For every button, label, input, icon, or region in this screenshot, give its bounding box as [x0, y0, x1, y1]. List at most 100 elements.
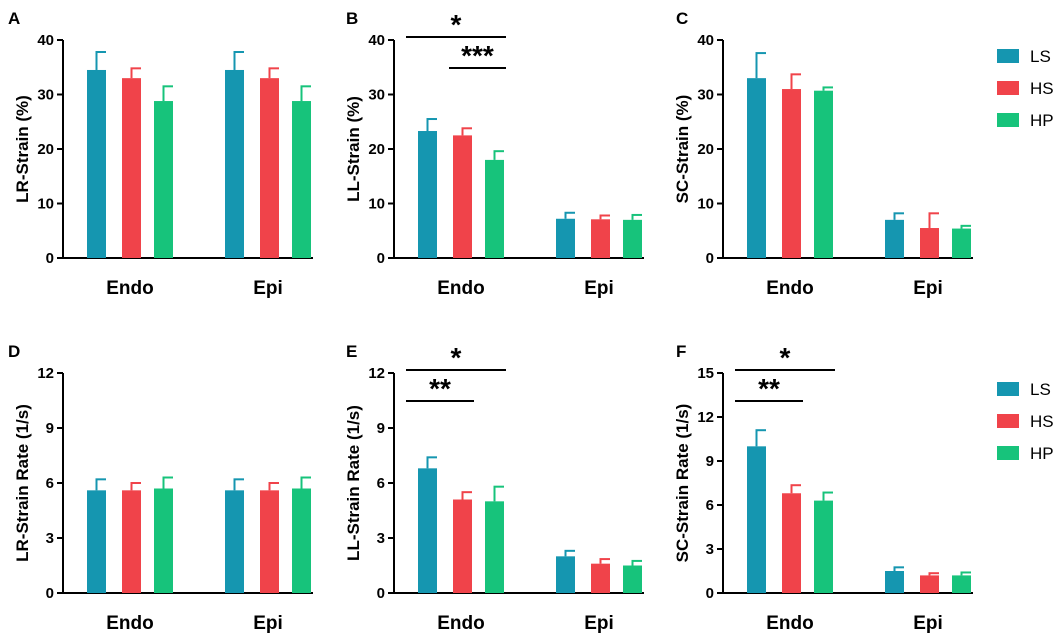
bar-endo-ls	[747, 446, 766, 593]
bar-endo-hs	[453, 135, 472, 258]
panel-f: F SC-Strain Rate (1/s) 0 3 6 9 12 15 Endo Epi ***	[673, 342, 973, 634]
bar-epi-hp	[952, 228, 971, 258]
y-tick-label: 20	[368, 141, 385, 158]
bar-endo-hp	[814, 90, 833, 258]
y-tick-label: 15	[697, 365, 714, 382]
bar-endo-hs	[782, 493, 801, 593]
y-tick-label: 0	[377, 250, 385, 267]
bar-endo-hs	[122, 490, 141, 593]
y-tick-label: 12	[368, 365, 385, 382]
y-tick-label: 40	[37, 32, 54, 49]
x-tick-label: Epi	[253, 613, 283, 634]
y-tick-label: 30	[37, 87, 54, 104]
legend-swatch-hp	[997, 113, 1019, 127]
y-axis-label: SC-Strain (%)	[673, 95, 692, 204]
bar-epi-ls	[225, 69, 244, 258]
y-tick-label: 3	[46, 530, 54, 547]
legend-bottom: LS HS HP	[997, 380, 1054, 463]
x-tick-label: Endo	[766, 278, 814, 299]
y-axis-label: LR-Strain (%)	[13, 95, 32, 203]
bar-endo-hp	[154, 101, 173, 258]
bar-endo-ls	[87, 490, 106, 593]
y-tick-label: 0	[46, 585, 54, 602]
bar-endo-hp	[485, 159, 504, 258]
y-axis-label: LL-Strain (%)	[344, 96, 363, 202]
legend-label-ls: LS	[1030, 380, 1051, 399]
bar-endo-ls	[418, 131, 437, 258]
panel-c: C SC-Strain (%) 0 10 20 30 40 Endo Epi	[673, 9, 973, 299]
y-tick-label: 0	[706, 585, 714, 602]
y-tick-label: 40	[368, 32, 385, 49]
y-tick-label: 20	[37, 141, 54, 158]
panel-a: A LR-Strain (%) 0 10 20 30 40 Endo Epi	[8, 9, 313, 299]
y-tick-label: 3	[377, 530, 385, 547]
bar-epi-hs	[591, 563, 610, 593]
significance-label: **	[758, 373, 780, 404]
bar-epi-ls	[225, 490, 244, 593]
bar-epi-hs	[920, 228, 939, 258]
bar-epi-hs	[260, 78, 279, 259]
y-tick-label: 10	[368, 196, 385, 213]
significance-label: *	[780, 342, 791, 373]
x-tick-label: Endo	[766, 613, 814, 634]
x-tick-label: Epi	[253, 278, 283, 299]
x-tick-label: Epi	[584, 278, 614, 299]
y-tick-label: 30	[697, 87, 714, 104]
y-tick-label: 3	[706, 541, 714, 558]
panel-label: E	[346, 342, 357, 361]
bar-epi-hs	[591, 219, 610, 258]
legend-swatch-ls	[997, 382, 1019, 396]
bar-endo-hs	[453, 499, 472, 593]
bar-endo-ls	[87, 69, 106, 258]
bar-epi-hp	[623, 219, 642, 258]
bar-epi-ls	[556, 556, 575, 593]
bar-endo-hp	[485, 501, 504, 593]
x-tick-label: Epi	[913, 613, 943, 634]
panel-label: F	[676, 342, 686, 361]
significance-label: **	[429, 373, 451, 404]
bar-endo-hs	[782, 89, 801, 258]
bar-endo-hs	[122, 78, 141, 259]
bar-epi-hp	[292, 101, 311, 258]
significance-label: ***	[461, 40, 494, 71]
y-axis-label: SC-Strain Rate (1/s)	[673, 404, 692, 563]
y-axis-label: LL-Strain Rate (1/s)	[344, 405, 363, 561]
x-tick-label: Endo	[106, 613, 154, 634]
bar-epi-ls	[885, 571, 904, 593]
x-tick-label: Endo	[437, 278, 485, 299]
y-tick-label: 30	[368, 87, 385, 104]
bar-epi-hs	[260, 490, 279, 593]
y-tick-label: 10	[37, 196, 54, 213]
legend-top: LS HS HP	[997, 47, 1054, 130]
bar-endo-ls	[418, 468, 437, 593]
x-tick-label: Endo	[106, 278, 154, 299]
bar-epi-ls	[556, 218, 575, 258]
x-tick-label: Endo	[437, 613, 485, 634]
legend-swatch-ls	[997, 49, 1019, 63]
y-tick-label: 40	[697, 32, 714, 49]
panel-b: B LL-Strain (%) 0 10 20 30 40 Endo Epi ****	[344, 9, 644, 299]
y-tick-label: 9	[377, 420, 385, 437]
panel-label: C	[676, 9, 688, 28]
panel-d: D LR-Strain Rate (1/s) 0 3 6 9 12 Endo Epi	[8, 342, 313, 634]
y-tick-label: 6	[706, 497, 714, 514]
panel-e: E LL-Strain Rate (1/s) 0 3 6 9 12 Endo Epi ***	[344, 342, 644, 634]
legend-swatch-hp	[997, 446, 1019, 460]
bar-epi-hs	[920, 575, 939, 593]
y-tick-label: 0	[46, 250, 54, 267]
y-tick-label: 20	[697, 141, 714, 158]
bar-endo-hp	[154, 488, 173, 593]
panel-label: A	[8, 9, 20, 28]
y-tick-label: 6	[377, 475, 385, 492]
legend-label-hp: HP	[1030, 444, 1054, 463]
legend-label-hs: HS	[1030, 412, 1054, 431]
significance-label: *	[451, 9, 462, 40]
bar-epi-hp	[292, 488, 311, 593]
x-tick-label: Epi	[913, 278, 943, 299]
x-tick-label: Epi	[584, 613, 614, 634]
legend-label-hs: HS	[1030, 79, 1054, 98]
y-tick-label: 6	[46, 475, 54, 492]
legend-swatch-hs	[997, 81, 1019, 95]
